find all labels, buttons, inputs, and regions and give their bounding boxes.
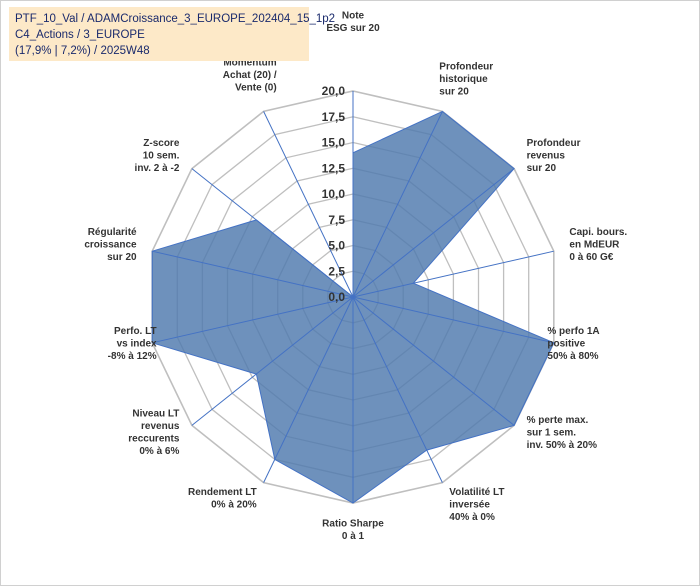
axis-label-line: Niveau LT [132, 409, 179, 420]
axis-label: Z-score 10 sem. inv. 2 à -2 [135, 138, 180, 174]
axis-label-line: revenus [527, 151, 566, 162]
axis-label-line: Achat (20) / [223, 70, 277, 81]
axis-label-line: 40% à 0% [449, 512, 495, 523]
axis-label-line: Z-score [143, 138, 180, 149]
axis-label-line: sur 20 [107, 252, 137, 263]
axis-spoke [352, 250, 554, 298]
axis-label: Profondeur historique sur 20 [439, 62, 493, 98]
axis-label: Perfo. LT vs index -8% à 12% [108, 326, 157, 362]
axis-label: % perte max. sur 1 sem. inv. 50% à 20% [527, 415, 598, 451]
axis-label-line: 10 sem. [143, 151, 180, 162]
axis-label: Capi. bours. en MdEUR 0 à 60 G€ [569, 227, 627, 263]
axis-label-line: % perfo 1A [547, 326, 599, 337]
tick-label: 20,0 [322, 84, 346, 98]
axis-label: Note ESG sur 20 [326, 11, 380, 35]
axis-spoke [152, 250, 354, 298]
axis-label-line: historique [439, 74, 488, 85]
axis-label: Ratio Sharpe 0 à 1 [322, 519, 384, 543]
axis-label-line: ESG sur 20 [326, 23, 380, 34]
tick-label: 12,5 [322, 161, 346, 175]
tick-label: 2,5 [328, 264, 345, 278]
axis-label-line: Vente (0) [235, 83, 277, 94]
axis-label: Niveau LT revenus reccurents 0% à 6% [128, 409, 180, 458]
axis-label-line: reccurents [128, 434, 180, 445]
axis-spoke [263, 111, 354, 298]
axis-spoke [263, 296, 354, 483]
title-line-1: PTF_10_Val / ADAMCroissance_3_EUROPE_202… [15, 13, 336, 25]
axis-label: Volatilité LT inversée 40% à 0% [449, 487, 504, 523]
axis-spoke [352, 168, 515, 298]
axis-label: Profondeur revenus sur 20 [527, 138, 581, 174]
tick-label: 10,0 [322, 187, 346, 201]
axis-label-line: inversée [449, 500, 490, 511]
tick-label: 0,0 [328, 290, 345, 304]
axis-label-line: Ratio Sharpe [322, 519, 384, 530]
axis-label: Régularité croissance sur 20 [84, 227, 137, 263]
axis-label-line: inv. 2 à -2 [135, 163, 180, 174]
axis-label-line: sur 20 [439, 87, 469, 98]
axis-label-line: vs index [117, 338, 157, 349]
axis-label-line: 50% à 80% [547, 351, 598, 362]
axis-label-line: Profondeur [527, 138, 581, 149]
axis-label-line: croissance [84, 240, 137, 251]
axis-label-line: 0% à 20% [211, 500, 257, 511]
axis-label-line: positive [547, 338, 585, 349]
axis-label-line: en MdEUR [569, 240, 620, 251]
tick-label: 5,0 [328, 239, 345, 253]
axis-label-line: % perte max. [527, 415, 589, 426]
tick-label: 7,5 [328, 213, 345, 227]
axis-label-line: Profondeur [439, 62, 493, 73]
title-line-3: (17,9% | 7,2%) / 2025W48 [15, 45, 150, 57]
axis-label-line: 0% à 6% [139, 446, 179, 457]
tick-label: 15,0 [322, 136, 346, 150]
axis-spoke [352, 296, 554, 344]
axis-spoke [352, 296, 443, 483]
axis-spoke [191, 296, 354, 426]
tick-layer: 0,0 2,5 5,0 7,5 10,0 12,5 15,0 17,5 20,0 [322, 84, 346, 304]
axis-label: Momentum Achat (20) / Vente (0) [223, 58, 277, 94]
axis-spoke [152, 296, 354, 344]
axis-spoke [191, 168, 354, 298]
axis-label-line: Capi. bours. [569, 227, 627, 238]
axis-label-line: Note [342, 11, 365, 22]
axis-label-line: revenus [141, 421, 180, 432]
axis-label-line: Régularité [88, 227, 137, 238]
axis-label-line: 0 à 60 G€ [569, 252, 613, 263]
axis-spoke [352, 296, 515, 426]
axis-label-line: inv. 50% à 20% [527, 440, 598, 451]
axis-label-line: sur 1 sem. [527, 427, 577, 438]
axis-label-line: sur 20 [527, 163, 557, 174]
axis-spoke [352, 111, 443, 298]
axis-label: Rendement LT 0% à 20% [188, 487, 257, 511]
tick-label: 17,5 [322, 110, 346, 124]
axis-label: % perfo 1A positive 50% à 80% [547, 326, 599, 362]
axis-label-line: 0 à 1 [342, 531, 365, 542]
axis-label-line: Perfo. LT [114, 326, 157, 337]
axis-label-line: -8% à 12% [108, 351, 157, 362]
axis-label-line: Volatilité LT [449, 487, 504, 498]
axis-label-line: Rendement LT [188, 487, 257, 498]
chart-title-box: PTF_10_Val / ADAMCroissance_3_EUROPE_202… [9, 7, 336, 61]
spoke-layer [152, 91, 554, 503]
title-line-2: C4_Actions / 3_EUROPE [15, 29, 145, 41]
axis-label-line: Momentum [223, 58, 276, 69]
